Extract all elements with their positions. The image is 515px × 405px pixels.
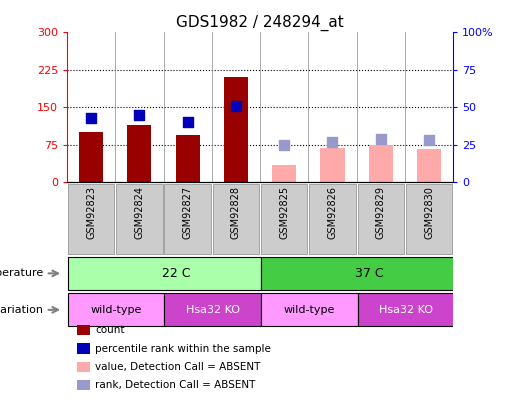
FancyBboxPatch shape (164, 293, 261, 326)
Bar (369, 145, 393, 182)
FancyBboxPatch shape (261, 184, 307, 254)
FancyBboxPatch shape (406, 184, 452, 254)
Point (232, 102, 240, 109)
Text: temperature: temperature (0, 269, 44, 278)
FancyBboxPatch shape (116, 184, 163, 254)
Text: genotype/variation: genotype/variation (0, 305, 44, 315)
Text: GSM92826: GSM92826 (328, 186, 337, 239)
Text: wild-type: wild-type (284, 305, 335, 315)
Bar (224, 77, 248, 182)
Text: value, Detection Call = ABSENT: value, Detection Call = ABSENT (95, 362, 261, 372)
FancyBboxPatch shape (213, 184, 259, 254)
Text: GSM92823: GSM92823 (86, 186, 96, 239)
Text: GSM92827: GSM92827 (183, 186, 193, 239)
Bar (127, 125, 151, 182)
Point (376, 136, 385, 142)
Point (135, 111, 144, 118)
FancyBboxPatch shape (357, 293, 454, 326)
Bar (320, 148, 345, 182)
FancyBboxPatch shape (261, 257, 454, 290)
FancyBboxPatch shape (68, 184, 114, 254)
Bar (272, 165, 296, 182)
FancyBboxPatch shape (164, 184, 211, 254)
Bar (176, 135, 200, 182)
Text: rank, Detection Call = ABSENT: rank, Detection Call = ABSENT (95, 380, 255, 390)
Point (280, 141, 288, 148)
FancyBboxPatch shape (68, 257, 261, 290)
Text: GSM92824: GSM92824 (134, 186, 144, 239)
Text: Hsa32 KO: Hsa32 KO (186, 305, 240, 315)
Text: GSM92829: GSM92829 (376, 186, 386, 239)
FancyBboxPatch shape (68, 293, 164, 326)
Point (183, 119, 192, 126)
Point (425, 137, 433, 143)
Text: percentile rank within the sample: percentile rank within the sample (95, 344, 271, 354)
Bar (417, 149, 441, 182)
Point (87, 115, 95, 121)
Bar (79, 132, 103, 182)
Text: GSM92828: GSM92828 (231, 186, 241, 239)
FancyBboxPatch shape (357, 184, 404, 254)
FancyBboxPatch shape (310, 184, 356, 254)
Text: wild-type: wild-type (91, 305, 142, 315)
Text: Hsa32 KO: Hsa32 KO (379, 305, 433, 315)
Point (329, 139, 337, 145)
Text: count: count (95, 326, 125, 335)
Text: GSM92830: GSM92830 (424, 186, 434, 239)
Text: 37 C: 37 C (355, 267, 384, 280)
Text: GSM92825: GSM92825 (279, 186, 289, 239)
Text: 22 C: 22 C (162, 267, 191, 280)
FancyBboxPatch shape (261, 293, 357, 326)
Title: GDS1982 / 248294_at: GDS1982 / 248294_at (176, 15, 344, 31)
